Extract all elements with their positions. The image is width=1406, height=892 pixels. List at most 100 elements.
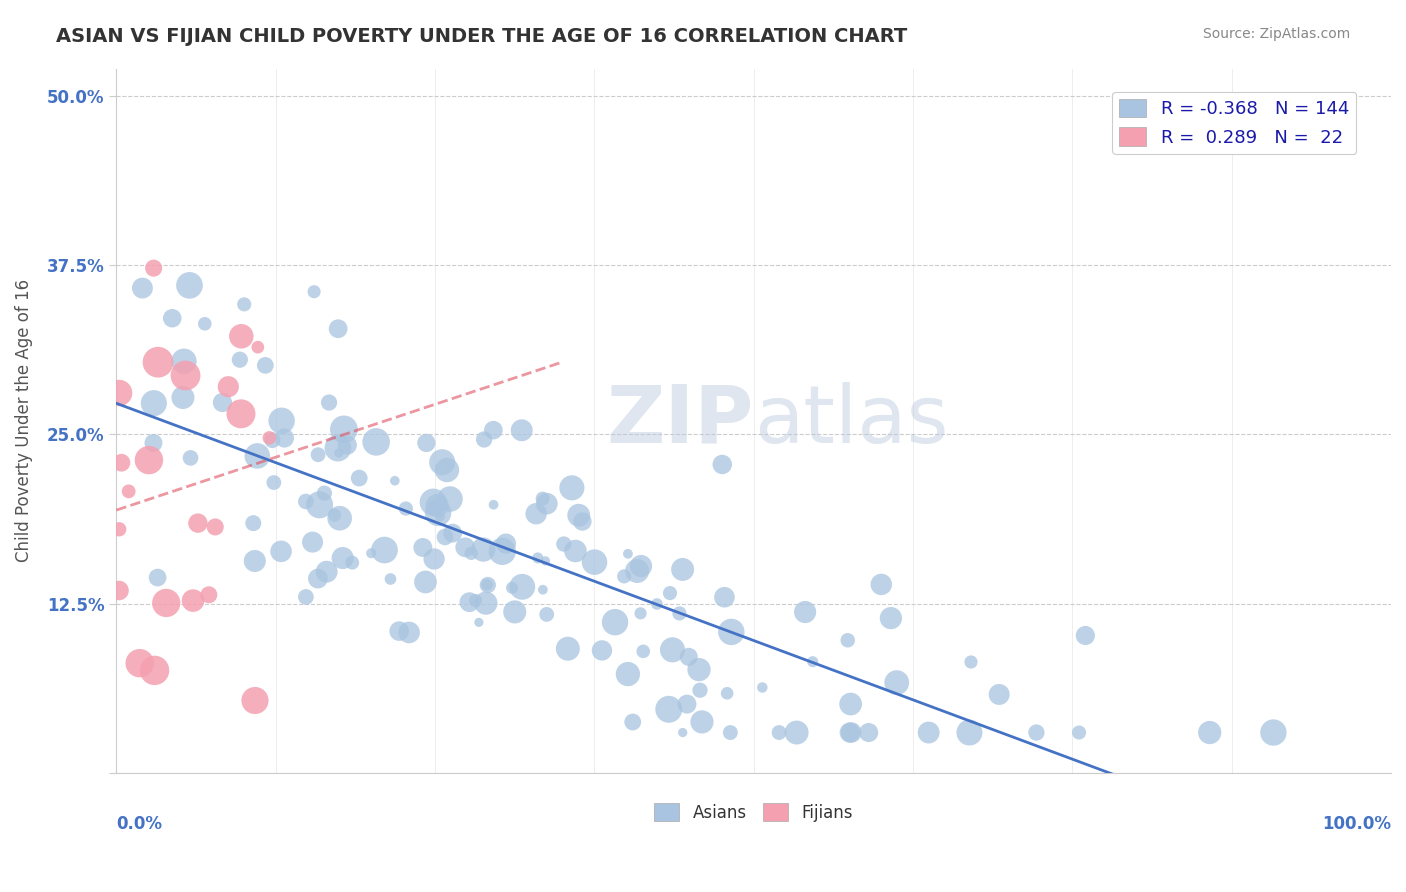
Point (475, 577, 498, 591)
Point (564, 544, 586, 558)
Point (786, 725, 808, 739)
Point (475, 596, 498, 610)
Point (716, 686, 738, 700)
Point (432, 455, 454, 469)
Point (678, 649, 700, 664)
Point (295, 590, 318, 604)
Point (302, 285, 325, 299)
Point (217, 380, 239, 394)
Point (458, 595, 481, 609)
Point (510, 423, 533, 437)
Point (422, 495, 444, 509)
Point (495, 536, 517, 550)
Point (138, 453, 160, 467)
Point (336, 438, 359, 452)
Point (388, 624, 411, 639)
Point (534, 554, 557, 568)
Point (460, 546, 482, 560)
Text: atlas: atlas (754, 382, 948, 460)
Point (146, 570, 169, 584)
Point (472, 433, 495, 447)
Point (108, 386, 131, 401)
Point (262, 433, 284, 447)
Point (720, 624, 742, 639)
Point (307, 448, 329, 462)
Point (415, 436, 437, 450)
Point (630, 559, 652, 574)
Point (603, 615, 626, 629)
Point (242, 516, 264, 530)
Point (142, 436, 165, 450)
Point (858, 725, 880, 739)
Point (960, 655, 983, 669)
Point (626, 564, 648, 578)
Point (273, 431, 295, 445)
Point (661, 643, 683, 657)
Point (347, 471, 370, 485)
Point (918, 725, 941, 739)
Point (491, 544, 513, 558)
Point (472, 542, 495, 557)
Point (143, 664, 166, 678)
Point (571, 515, 593, 529)
Point (131, 281, 153, 295)
Point (384, 474, 406, 488)
Point (155, 596, 177, 610)
Point (751, 681, 773, 695)
Point (415, 574, 437, 589)
Point (173, 354, 195, 368)
Point (711, 458, 734, 472)
Point (503, 605, 526, 619)
Point (263, 475, 285, 490)
Point (531, 491, 554, 506)
Point (630, 607, 652, 621)
Point (880, 611, 903, 625)
Point (536, 497, 558, 511)
Point (672, 562, 695, 576)
Point (838, 725, 860, 739)
Point (180, 450, 202, 465)
Point (436, 463, 458, 477)
Point (426, 499, 449, 513)
Point (568, 508, 591, 523)
Point (429, 509, 451, 524)
Point (676, 697, 699, 711)
Point (294, 494, 316, 508)
Point (211, 395, 233, 409)
Point (181, 593, 204, 607)
Point (631, 644, 654, 658)
Point (332, 551, 354, 566)
Point (658, 702, 681, 716)
Point (329, 511, 352, 525)
Point (1067, 725, 1090, 739)
Point (229, 407, 252, 421)
Point (423, 552, 446, 566)
Text: Source: ZipAtlas.com: Source: ZipAtlas.com (1202, 27, 1350, 41)
Text: ZIP: ZIP (606, 382, 754, 460)
Point (128, 656, 150, 670)
Point (198, 588, 221, 602)
Text: 100.0%: 100.0% (1322, 815, 1391, 833)
Point (142, 396, 165, 410)
Point (254, 359, 277, 373)
Point (524, 507, 547, 521)
Point (801, 655, 824, 669)
Point (768, 725, 790, 739)
Point (398, 625, 420, 640)
Point (464, 593, 486, 607)
Point (108, 522, 131, 536)
Point (713, 591, 735, 605)
Point (142, 261, 165, 276)
Point (366, 434, 388, 449)
Point (561, 481, 583, 495)
Point (318, 395, 340, 409)
Point (315, 565, 337, 579)
Point (477, 578, 499, 592)
Point (531, 582, 554, 597)
Point (179, 278, 201, 293)
Point (527, 550, 550, 565)
Point (553, 537, 575, 551)
Point (1198, 725, 1220, 739)
Point (613, 569, 636, 583)
Text: 0.0%: 0.0% (117, 815, 163, 833)
